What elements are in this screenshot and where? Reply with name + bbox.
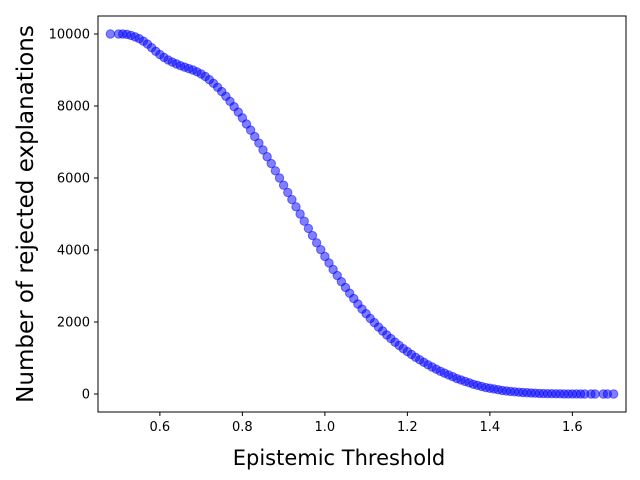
x-axis-label: Epistemic Threshold	[233, 446, 446, 470]
data-point	[311, 238, 322, 248]
x-tick-label: 1.2	[397, 420, 418, 435]
y-tick-label: 6000	[57, 172, 90, 187]
y-tick-label: 10000	[49, 28, 90, 43]
data-point	[608, 389, 619, 399]
data-point	[283, 187, 293, 198]
x-tick-label: 1.6	[562, 420, 583, 435]
data-point	[105, 29, 116, 39]
data-point	[287, 194, 297, 205]
data-point	[250, 131, 260, 142]
data-point	[266, 158, 276, 169]
data-point	[316, 244, 326, 255]
data-point	[307, 230, 318, 241]
data-point	[324, 258, 334, 268]
plot-area-frame	[97, 15, 627, 413]
data-point	[320, 251, 330, 262]
data-point	[270, 166, 281, 176]
x-tick-label: 1.0	[315, 420, 336, 435]
data-point	[590, 389, 600, 399]
data-point	[245, 125, 256, 135]
x-axis-ticks: 0.6 0.8 1.0 1.2 1.4 1.6	[150, 412, 583, 435]
data-point	[299, 216, 309, 226]
y-axis-label: Number of rejected explanations	[13, 25, 39, 403]
data-point	[274, 173, 285, 183]
y-tick-label: 4000	[57, 244, 90, 259]
y-tick-label: 0	[82, 388, 90, 403]
data-points	[105, 29, 619, 399]
data-point	[291, 202, 301, 212]
y-axis-ticks: 0 2000 4000 6000 8000 10000	[49, 28, 98, 403]
x-tick-label: 0.6	[150, 420, 171, 435]
data-point	[278, 180, 289, 190]
data-point	[262, 152, 272, 162]
data-point	[258, 145, 268, 155]
y-tick-label: 8000	[57, 100, 90, 115]
data-point	[295, 209, 305, 219]
data-point	[254, 138, 264, 148]
x-tick-label: 1.4	[480, 420, 501, 435]
x-tick-label: 0.8	[232, 420, 253, 435]
data-point	[303, 223, 314, 234]
y-tick-label: 2000	[57, 316, 90, 331]
